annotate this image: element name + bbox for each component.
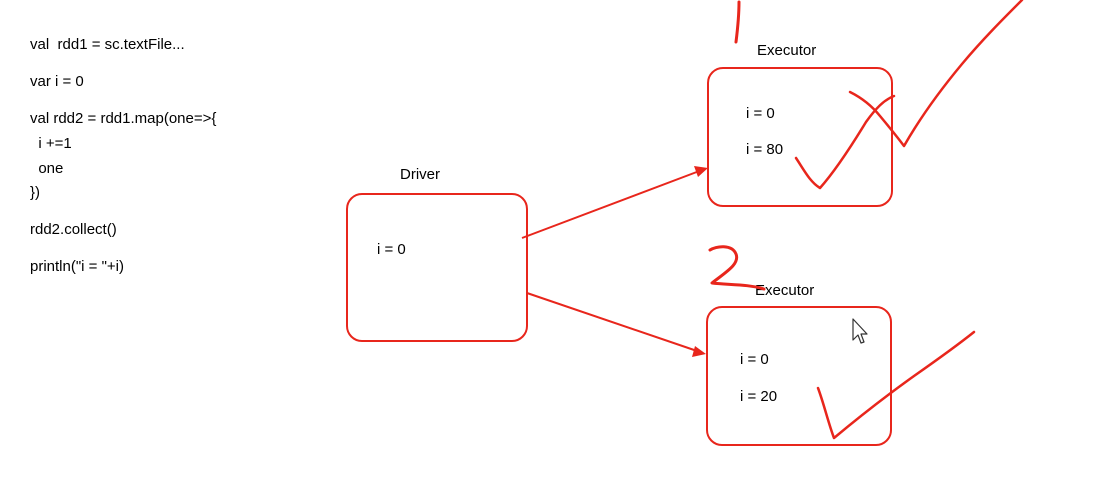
- executor-2-value: i = 0: [740, 351, 769, 368]
- arrow-to-executor-2: [526, 292, 706, 357]
- executor-2-label: Executor: [755, 282, 815, 299]
- executor-1-value: i = 80: [746, 141, 784, 158]
- code-line: var i = 0: [30, 73, 84, 90]
- executor-1-box: i = 0 i = 80: [707, 67, 893, 207]
- handwritten-number-two: [708, 245, 766, 291]
- checkmark-executor-2: [816, 330, 976, 440]
- handwritten-number-one: [734, 0, 741, 44]
- driver-label: Driver: [400, 166, 440, 183]
- driver-box: i = 0: [346, 193, 528, 342]
- code-line: println("i = "+i): [30, 258, 125, 275]
- scribble-executor-1: [848, 0, 1024, 148]
- code-line: }): [30, 184, 41, 201]
- executor-2-box: i = 0 i = 20: [706, 306, 892, 446]
- code-line: val rdd2 = rdd1.map(one=>{: [30, 110, 217, 127]
- driver-value: i = 0: [377, 241, 406, 258]
- checkmark-executor-1: [794, 94, 896, 190]
- executor-2-value: i = 20: [740, 388, 778, 405]
- code-line: i +=1: [30, 135, 72, 152]
- code-line: rdd2.collect(): [30, 221, 117, 238]
- executor-1-label: Executor: [757, 42, 817, 59]
- code-line: val rdd1 = sc.textFile...: [30, 36, 185, 53]
- arrow-to-executor-1: [521, 166, 708, 239]
- code-line: one: [30, 160, 64, 177]
- mouse-pointer-icon: [852, 318, 868, 344]
- executor-1-value: i = 0: [746, 105, 775, 122]
